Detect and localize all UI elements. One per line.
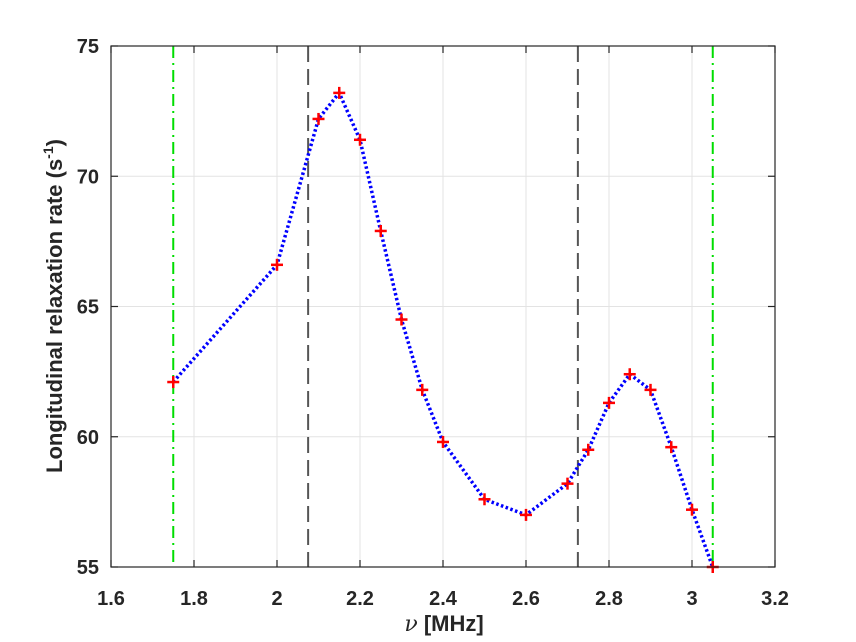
data-point-marker — [686, 503, 698, 516]
x-axis-label: ν [MHz] — [404, 611, 483, 637]
data-point-marker — [582, 443, 595, 456]
y-tick-label: 70 — [77, 166, 99, 188]
y-tick-label: 75 — [77, 36, 99, 58]
y-axis-ticks: 55 60 65 70 75 — [77, 36, 775, 579]
y-axis-label-text: Longitudinal relaxation rate (s — [42, 159, 67, 473]
data-point-marker — [271, 258, 283, 271]
y-axis-label-exponent: -1 — [40, 146, 56, 159]
x-tick-label: 3.2 — [761, 588, 789, 610]
data-point-marker — [665, 441, 678, 454]
data-point-marker — [312, 112, 325, 125]
data-point-marker — [623, 368, 636, 381]
data-point-marker — [603, 396, 615, 409]
data-series — [167, 86, 719, 573]
x-tick-label: 2.6 — [512, 588, 540, 610]
y-tick-label: 55 — [77, 557, 99, 579]
x-tick-label: 2.4 — [429, 588, 458, 610]
x-tick-label: 2.8 — [595, 588, 623, 610]
data-point-marker — [520, 508, 532, 521]
x-tick-label: 2 — [271, 588, 282, 610]
reference-lines — [172, 46, 714, 567]
data-point-marker — [561, 477, 574, 490]
y-tick-label: 60 — [77, 427, 99, 449]
data-point-marker — [167, 376, 180, 389]
y-axis-label: Longitudinal relaxation rate (s-1) — [40, 139, 67, 473]
x-axis-label-symbol: ν — [404, 612, 417, 637]
x-axis-ticks: 1.6 1.8 2 2.2 2.4 2.6 2.8 3 3.2 — [97, 46, 789, 610]
data-point-marker — [354, 133, 366, 146]
data-point-marker — [437, 435, 449, 448]
data-point-marker — [644, 383, 657, 396]
x-tick-label: 3 — [686, 588, 697, 610]
y-axis-label-close: ) — [42, 139, 67, 146]
data-point-marker — [333, 86, 346, 99]
x-tick-label: 1.6 — [97, 588, 125, 610]
data-point-marker — [478, 493, 491, 506]
y-tick-label: 65 — [77, 297, 99, 319]
data-point-marker — [374, 224, 387, 237]
x-axis-label-unit: [MHz] — [424, 611, 484, 636]
x-tick-label: 1.8 — [180, 588, 208, 610]
data-point-marker — [416, 383, 429, 396]
x-tick-label: 2.2 — [346, 588, 374, 610]
data-point-marker — [395, 313, 408, 326]
